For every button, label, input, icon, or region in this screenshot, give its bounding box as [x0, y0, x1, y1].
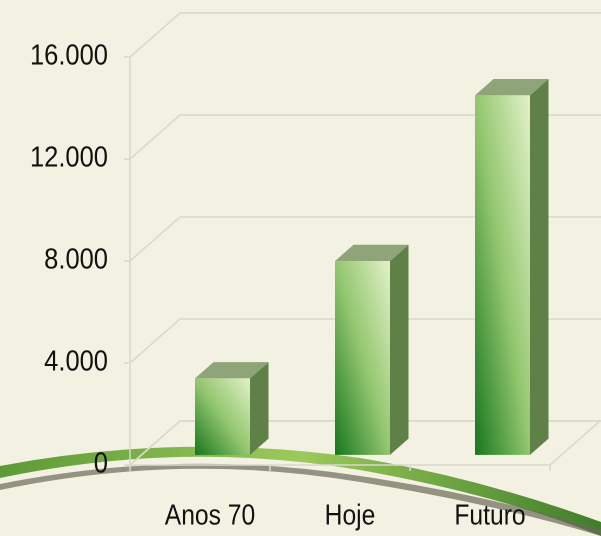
- x-tick-label: Hoje: [325, 499, 376, 531]
- y-tick-label: 8.000: [44, 242, 108, 275]
- bar-side: [250, 362, 269, 455]
- y-tick-label: 16.000: [30, 38, 108, 71]
- y-tick-label: 4.000: [44, 344, 108, 377]
- bar: [195, 378, 250, 455]
- x-tick-label: Anos 70: [165, 499, 255, 531]
- y-tick-label: 0: [94, 446, 108, 479]
- x-tick-label: Futuro: [454, 499, 525, 531]
- bar-side: [390, 245, 409, 455]
- y-tick-label: 12.000: [30, 140, 108, 173]
- chart: 0 4.000 8.000 12.000 16.000 Anos 70 Hoje Futuro: [0, 0, 601, 536]
- grid-line: [130, 13, 601, 57]
- bar: [475, 95, 530, 455]
- bar: [335, 261, 390, 455]
- bar-side: [530, 79, 549, 455]
